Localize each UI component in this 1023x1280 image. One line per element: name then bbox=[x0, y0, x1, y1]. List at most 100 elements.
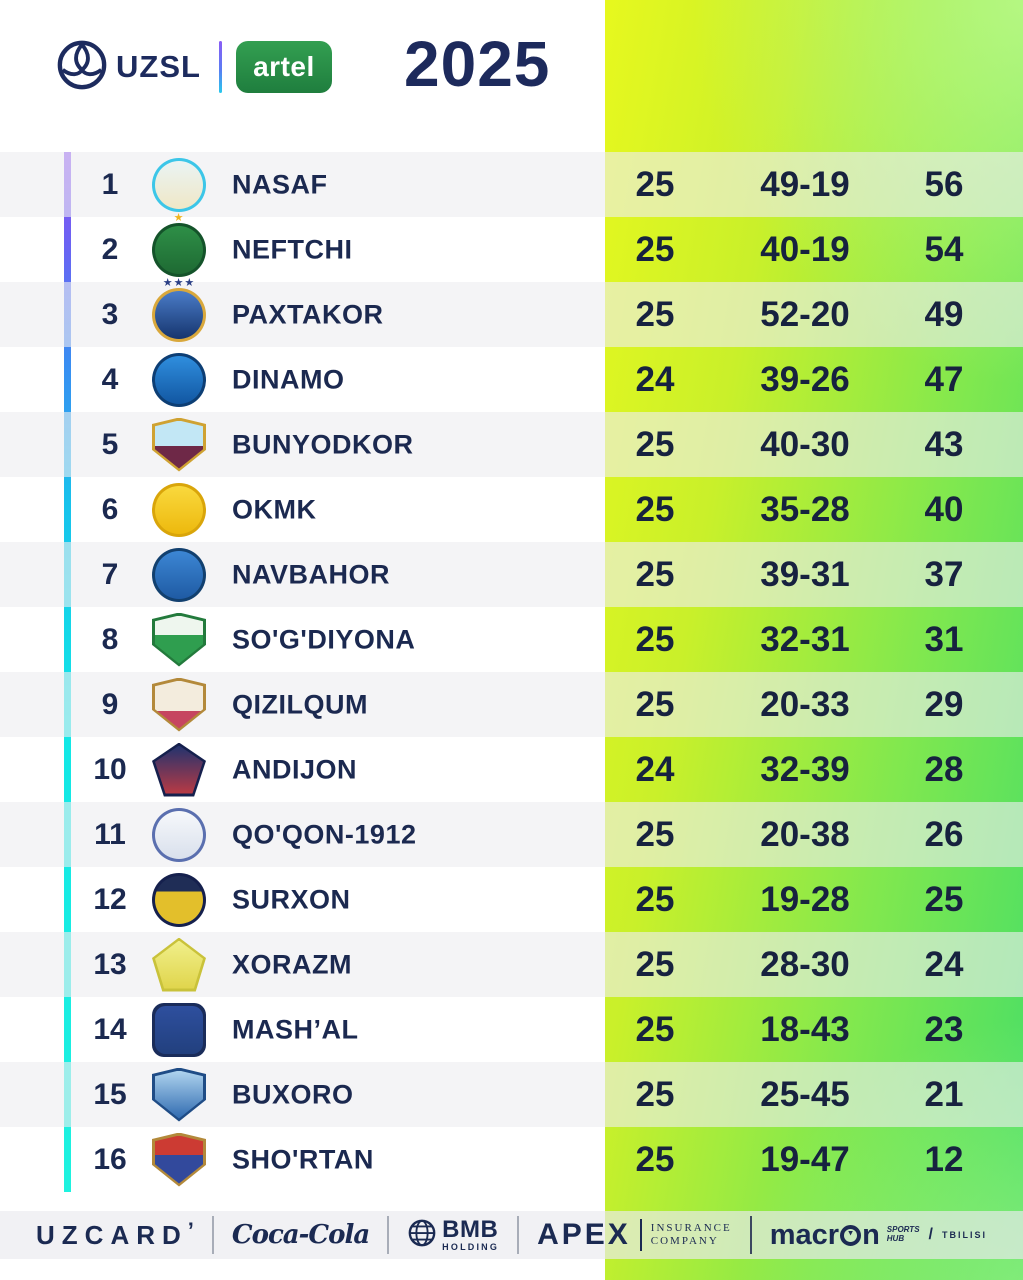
club-name: ANDIJON bbox=[232, 754, 358, 784]
standings-table: 1 NASAF 25 49-19 56 2 ★ NEFTCHI 25 40-19… bbox=[0, 152, 1023, 1192]
club-crest bbox=[151, 352, 207, 408]
goals-for-against: 19-47 bbox=[760, 1139, 850, 1179]
table-row: 16 SHO'RTAN 25 19-47 12 bbox=[0, 1127, 1023, 1192]
position-number: 9 bbox=[101, 687, 119, 721]
club-crest: ★★★ bbox=[151, 277, 207, 343]
club-name: NASAF bbox=[232, 169, 328, 199]
club-name: XORAZM bbox=[232, 949, 352, 979]
apex-logo: APEX INSURANCE COMPANY bbox=[537, 1218, 732, 1252]
crest-stars-icon: ★★★ bbox=[162, 276, 196, 289]
goals-for-against: 52-20 bbox=[760, 294, 850, 334]
position-number: 11 bbox=[94, 817, 126, 851]
goals-for-against: 20-38 bbox=[760, 814, 850, 854]
points-total: 43 bbox=[924, 424, 964, 464]
matches-played: 25 bbox=[635, 164, 675, 204]
goals-for-against: 40-30 bbox=[760, 424, 850, 464]
club-name: QO'QON-1912 bbox=[232, 819, 417, 849]
position-number: 15 bbox=[93, 1077, 127, 1111]
artel-logo: artel bbox=[235, 41, 332, 93]
cocacola-logo: Coca-Cola bbox=[231, 1220, 370, 1250]
goals-for-against: 39-26 bbox=[760, 359, 850, 399]
buxoro-crest-icon bbox=[152, 1067, 206, 1122]
uzcard-mark-icon: ’ bbox=[187, 1217, 194, 1243]
club-name: SURXON bbox=[232, 884, 351, 914]
macron-region: TBILISI bbox=[941, 1230, 987, 1240]
points-total: 37 bbox=[924, 554, 964, 594]
club-name: BUXORO bbox=[232, 1079, 354, 1109]
sponsor-divider bbox=[749, 1216, 752, 1254]
table-row: 12 SURXON 25 19-28 25 bbox=[0, 867, 1023, 932]
table-row: 6 OKMK 25 35-28 40 bbox=[0, 477, 1023, 542]
points-total: 28 bbox=[924, 749, 964, 789]
andijon-crest-icon bbox=[152, 742, 206, 797]
points-total: 21 bbox=[924, 1074, 964, 1114]
points-total: 54 bbox=[924, 229, 964, 269]
goals-for-against: 35-28 bbox=[760, 489, 850, 529]
apex-line1: INSURANCE bbox=[650, 1222, 732, 1235]
club-name: DINAMO bbox=[232, 364, 345, 394]
table-row: 10 ANDIJON 24 32-39 28 bbox=[0, 737, 1023, 802]
position-number: 4 bbox=[101, 362, 119, 396]
sponsor-divider bbox=[211, 1216, 214, 1254]
table-row: 13 XORAZM 25 28-30 24 bbox=[0, 932, 1023, 997]
club-name: SO'G'DIYONA bbox=[232, 624, 416, 654]
position-number: 13 bbox=[93, 947, 127, 981]
matches-played: 25 bbox=[635, 1139, 675, 1179]
points-total: 23 bbox=[924, 1009, 964, 1049]
goals-for-against: 20-33 bbox=[760, 684, 850, 724]
club-name: MASH’AL bbox=[232, 1014, 359, 1044]
okmk-crest-icon bbox=[152, 482, 206, 537]
table-row: 2 ★ NEFTCHI 25 40-19 54 bbox=[0, 212, 1023, 282]
nasaf-crest-icon bbox=[152, 157, 206, 212]
table-row: 1 NASAF 25 49-19 56 bbox=[0, 152, 1023, 217]
bmb-logo: BMB HOLDING bbox=[407, 1218, 499, 1253]
sogdiyona-crest-icon bbox=[152, 612, 206, 667]
points-total: 12 bbox=[924, 1139, 964, 1179]
club-crest bbox=[151, 807, 207, 863]
points-total: 31 bbox=[924, 619, 964, 659]
sponsor-divider bbox=[387, 1216, 390, 1254]
position-number: 12 bbox=[93, 882, 127, 916]
matches-played: 25 bbox=[635, 619, 675, 659]
club-crest bbox=[151, 677, 207, 733]
club-crest bbox=[151, 417, 207, 473]
uzcard-logo: UZCARD’ bbox=[36, 1217, 194, 1250]
goals-for-against: 32-31 bbox=[760, 619, 850, 659]
bmb-name: BMB bbox=[442, 1216, 499, 1243]
club-crest bbox=[151, 547, 207, 603]
club-crest: ★ bbox=[151, 212, 207, 278]
table-row: 5 BUNYODKOR 25 40-30 43 bbox=[0, 412, 1023, 477]
bunyodkor-crest-icon bbox=[152, 417, 206, 472]
matches-played: 25 bbox=[635, 294, 675, 334]
macron-sub2: HUB bbox=[886, 1234, 905, 1243]
club-name: OKMK bbox=[232, 494, 317, 524]
goals-for-against: 28-30 bbox=[760, 944, 850, 984]
club-name: PAXTAKOR bbox=[232, 299, 384, 329]
club-name: QIZILQUM bbox=[232, 689, 368, 719]
apex-rule bbox=[639, 1219, 642, 1251]
points-total: 25 bbox=[924, 879, 964, 919]
matches-played: 25 bbox=[635, 424, 675, 464]
club-crest bbox=[151, 872, 207, 928]
apex-name: APEX bbox=[537, 1218, 631, 1251]
bmb-sub: HOLDING bbox=[442, 1242, 500, 1252]
matches-played: 25 bbox=[635, 814, 675, 854]
goals-for-against: 25-45 bbox=[760, 1074, 850, 1114]
table-row: 8 SO'G'DIYONA 25 32-31 31 bbox=[0, 607, 1023, 672]
uzsl-ball-icon bbox=[56, 39, 108, 96]
club-crest bbox=[151, 1067, 207, 1123]
table-row: 14 MASH’AL 25 18-43 23 bbox=[0, 997, 1023, 1062]
points-total: 26 bbox=[924, 814, 964, 854]
surxon-crest-icon bbox=[152, 872, 206, 927]
position-number: 5 bbox=[101, 427, 119, 461]
table-row: 7 NAVBAHOR 25 39-31 37 bbox=[0, 542, 1023, 607]
position-number: 7 bbox=[101, 557, 119, 591]
position-number: 16 bbox=[93, 1142, 127, 1176]
league-brand: UZSL artel bbox=[56, 40, 332, 94]
position-number: 1 bbox=[101, 167, 119, 201]
goals-for-against: 19-28 bbox=[760, 879, 850, 919]
macron-o-icon bbox=[840, 1224, 862, 1246]
artel-logo-text: artel bbox=[253, 51, 315, 82]
matches-played: 25 bbox=[635, 229, 675, 269]
